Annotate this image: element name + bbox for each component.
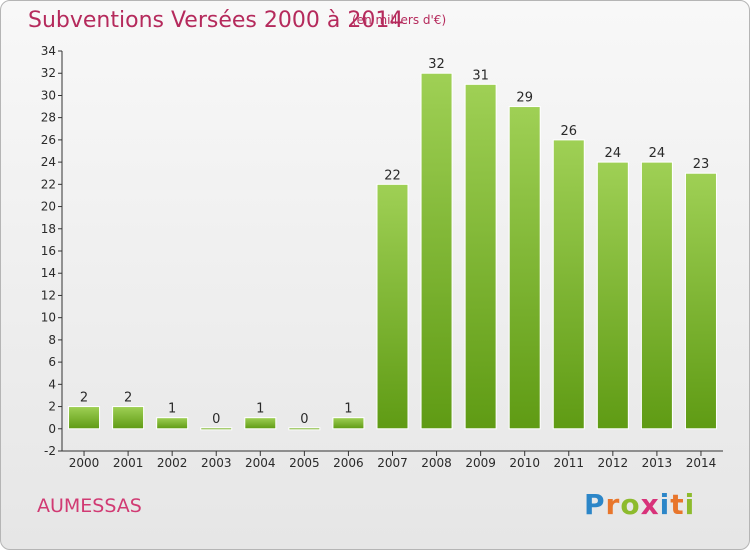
y-tick-label: 28 [41, 111, 56, 125]
data-label: 2 [80, 391, 88, 406]
bar [244, 417, 277, 430]
logo-letter: P [584, 488, 606, 521]
data-label: 24 [605, 146, 622, 161]
y-tick-label: 34 [41, 44, 56, 58]
bar [640, 161, 673, 430]
bar [288, 427, 321, 431]
data-label: 32 [428, 57, 445, 72]
bar [464, 83, 497, 430]
y-tick-label: 26 [41, 133, 56, 147]
x-tick-label: 2000 [69, 456, 100, 470]
y-tick-label: 6 [48, 355, 56, 369]
logo-letter: x [640, 488, 660, 521]
x-tick-label: 2001 [113, 456, 144, 470]
data-label: 26 [560, 124, 577, 139]
x-tick-label: 2009 [465, 456, 496, 470]
logo-letter: t [670, 488, 685, 521]
bar [200, 427, 233, 431]
data-label: 24 [649, 146, 666, 161]
y-tick-label: 24 [41, 155, 56, 169]
y-tick-label: 22 [41, 177, 56, 191]
y-tick-label: 32 [41, 66, 56, 80]
x-tick-label: 2011 [553, 456, 584, 470]
logo-letter: i [684, 488, 696, 521]
y-tick-label: 4 [48, 377, 56, 391]
bar [420, 72, 453, 430]
y-tick-label: 8 [48, 333, 56, 347]
bar [684, 172, 717, 430]
data-label: 1 [344, 402, 352, 417]
bar [332, 417, 365, 430]
x-tick-label: 2007 [377, 456, 408, 470]
data-label: 23 [693, 157, 710, 172]
y-tick-label: 10 [41, 311, 56, 325]
y-tick-label: 30 [41, 88, 56, 102]
x-tick-label: 2010 [509, 456, 540, 470]
x-tick-label: 2004 [245, 456, 276, 470]
x-tick-label: 2013 [642, 456, 673, 470]
y-tick-label: 20 [41, 200, 56, 214]
data-label: 1 [168, 402, 176, 417]
bar [112, 406, 145, 430]
x-tick-label: 2002 [157, 456, 188, 470]
x-tick-label: 2005 [289, 456, 320, 470]
x-tick-label: 2014 [686, 456, 717, 470]
bar [376, 183, 409, 430]
chart-title: Subventions Versées 2000 à 2014 [28, 8, 404, 33]
y-tick-label: 2 [48, 400, 56, 414]
logo-letter: i [659, 488, 671, 521]
data-label: 31 [472, 68, 489, 83]
place-name: AUMESSAS [37, 495, 142, 517]
data-label: 0 [300, 412, 308, 427]
data-label: 2 [124, 391, 132, 406]
y-tick-label: 14 [41, 266, 56, 280]
y-tick-label: 18 [41, 222, 56, 236]
y-tick-label: 16 [41, 244, 56, 258]
data-label: 0 [212, 412, 220, 427]
chart-subtitle: (en milliers d'€) [352, 13, 447, 27]
bar [68, 406, 101, 430]
x-tick-label: 2006 [333, 456, 364, 470]
data-label: 1 [256, 402, 264, 417]
bar [552, 139, 585, 430]
x-tick-label: 2012 [598, 456, 629, 470]
logo-letter: o [620, 488, 641, 521]
bar [156, 417, 189, 430]
x-tick-label: 2008 [421, 456, 452, 470]
y-tick-label: 12 [41, 288, 56, 302]
data-label: 29 [516, 91, 533, 106]
y-tick-label: 0 [48, 422, 56, 436]
data-label: 22 [384, 168, 401, 183]
bar [508, 106, 541, 430]
logo-letter: r [605, 488, 621, 521]
y-tick-label: -2 [44, 444, 56, 458]
x-tick-label: 2003 [201, 456, 232, 470]
bar [596, 161, 629, 430]
proxiti-logo: Proxiti [584, 488, 695, 521]
